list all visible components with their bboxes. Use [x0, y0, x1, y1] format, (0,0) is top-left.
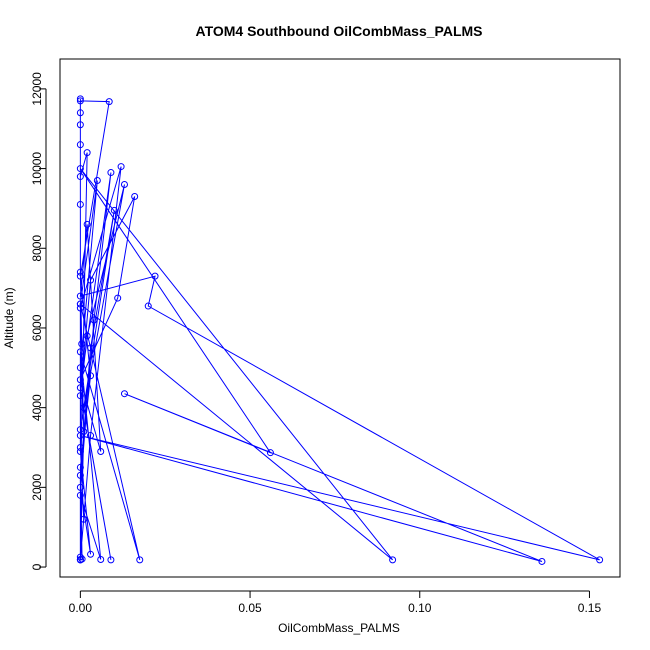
data-point — [596, 556, 604, 564]
data-point — [76, 447, 84, 455]
data-point — [76, 95, 84, 103]
data-point — [87, 276, 95, 284]
data-point — [87, 372, 95, 380]
x-tick-label: 0.15 — [578, 601, 602, 615]
data-point — [76, 109, 84, 117]
chart-title: ATOM4 Southbound OilCombMass_PALMS — [196, 23, 483, 39]
data-point — [120, 181, 128, 189]
x-tick-label: 0.00 — [69, 601, 93, 615]
data-point — [76, 292, 84, 300]
data-point — [76, 165, 84, 173]
x-axis-label: OilCombMass_PALMS — [278, 621, 400, 635]
data-point — [97, 447, 105, 455]
series-points — [76, 95, 604, 565]
data-point — [76, 200, 84, 208]
data-point — [76, 555, 84, 563]
data-point — [266, 449, 274, 457]
y-tick-label: 10000 — [30, 152, 44, 186]
y-axis: 0 2000 4000 6000 8000 10000 12000 — [30, 72, 47, 570]
data-point — [76, 392, 84, 400]
data-point — [107, 169, 115, 177]
data-point — [76, 300, 84, 308]
data-point — [76, 463, 84, 471]
data-point — [76, 376, 84, 384]
data-point — [83, 332, 91, 340]
data-point — [83, 149, 91, 157]
y-tick-label: 8000 — [30, 235, 44, 262]
data-point — [105, 98, 113, 106]
data-point — [151, 272, 159, 280]
data-point — [87, 432, 95, 440]
data-point — [76, 432, 84, 440]
data-point — [76, 141, 84, 149]
x-tick-label: 0.10 — [408, 601, 432, 615]
y-tick-label: 0 — [30, 563, 44, 570]
data-point — [76, 471, 84, 479]
series-line — [79, 98, 600, 562]
data-point — [87, 344, 95, 352]
data-point — [76, 491, 84, 499]
data-point — [80, 515, 88, 523]
x-axis: 0.00 0.05 0.10 0.15 — [69, 590, 602, 615]
data-point — [76, 268, 84, 276]
data-point — [389, 556, 397, 564]
data-point — [80, 428, 88, 436]
plot-frame — [59, 58, 621, 578]
data-point — [76, 553, 84, 561]
data-point — [107, 556, 115, 564]
y-tick-label: 2000 — [30, 474, 44, 501]
data-point — [76, 364, 84, 372]
data-point — [538, 557, 546, 565]
data-point — [76, 348, 84, 356]
data-point — [110, 206, 118, 214]
data-point — [131, 192, 139, 200]
data-point — [120, 390, 128, 398]
series-lines — [79, 98, 600, 562]
data-point — [76, 97, 84, 105]
x-tick-label: 0.05 — [238, 601, 262, 615]
data-point — [90, 316, 98, 324]
data-point — [114, 294, 122, 302]
data-point — [76, 272, 84, 280]
y-tick-label: 12000 — [30, 72, 44, 106]
data-point — [76, 121, 84, 129]
data-point — [76, 444, 84, 451]
data-point — [78, 340, 86, 348]
y-tick-label: 6000 — [30, 314, 44, 341]
data-point — [93, 177, 101, 185]
data-point — [80, 404, 88, 412]
data-point — [97, 555, 105, 563]
y-axis-label: Altitude (m) — [2, 287, 16, 348]
data-point — [76, 304, 84, 312]
data-point — [87, 550, 95, 558]
data-point — [117, 163, 125, 171]
data-point — [83, 220, 91, 228]
data-point — [76, 384, 84, 392]
data-point — [136, 556, 144, 564]
data-point — [76, 483, 84, 491]
data-point — [144, 302, 152, 310]
y-tick-label: 4000 — [30, 394, 44, 421]
data-point — [76, 173, 84, 181]
